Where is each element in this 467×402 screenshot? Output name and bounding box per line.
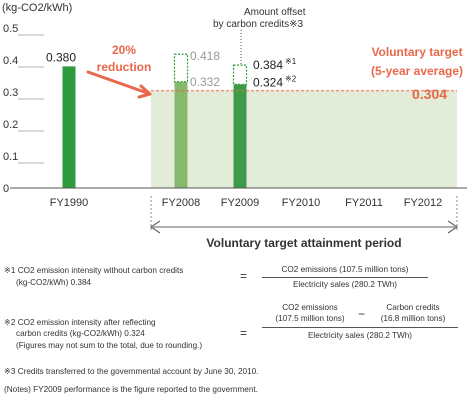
y-axis-ticks: 0 0.1 0.2 0.3 0.4 0.5 bbox=[3, 23, 44, 195]
x-label-fy2010: FY2010 bbox=[282, 197, 321, 209]
target-period-zone bbox=[151, 90, 457, 188]
note-2-fraction-bar bbox=[262, 327, 458, 328]
offset-top-mark-fy2009: ※1 bbox=[285, 57, 297, 66]
target-title-line2: (5-year average) bbox=[371, 64, 463, 78]
period-bracket bbox=[149, 196, 459, 234]
note-2-numerator-a-line1: CO2 emissions bbox=[282, 303, 338, 312]
value-mark-fy2009: ※2 bbox=[285, 74, 297, 83]
note-1-fraction-bar bbox=[262, 277, 428, 278]
offset-box-fy2009 bbox=[232, 64, 248, 85]
note-1-line2: (kg-CO2/kWh) 0.384 bbox=[16, 278, 92, 287]
y-unit-label: (kg-CO2/kWh) bbox=[2, 2, 72, 14]
offset-top-label-fy2008: 0.418 bbox=[190, 49, 220, 63]
note-2-numerator-b-line2: (16.8 million tons) bbox=[380, 314, 446, 323]
y-tick-label: 0.1 bbox=[3, 151, 18, 163]
x-label-fy2012: FY2012 bbox=[404, 197, 443, 209]
x-label-fy2008: FY2008 bbox=[162, 197, 201, 209]
bar-fy2008 bbox=[174, 81, 188, 188]
note-2-numerator-a-line2: (107.5 million tons) bbox=[275, 314, 345, 323]
reduction-label-line2: reduction bbox=[97, 60, 152, 74]
offset-top-label-fy2009: 0.384 bbox=[253, 58, 283, 72]
target-value-label: 0.304 bbox=[412, 86, 447, 102]
value-label-fy2008: 0.332 bbox=[190, 75, 220, 89]
bars-group: 0.380 0.418 0.332 0.384 ※10.324 ※2 bbox=[46, 49, 297, 188]
reduction-label-line1: 20% bbox=[112, 43, 136, 57]
note-2-line2: carbon credits (kg-CO2/kWh) 0.324 bbox=[16, 329, 145, 338]
note-1-equals: = bbox=[240, 269, 248, 283]
bar-fy1990 bbox=[62, 66, 76, 188]
note-2-line1: ※2 CO2 emission intensity after reflecti… bbox=[4, 318, 156, 327]
x-label-fy2011: FY2011 bbox=[345, 197, 383, 209]
x-axis-labels: FY1990 FY2008 FY2009 FY2010 FY2011 FY2012 bbox=[50, 197, 443, 209]
target-title-line1: Voluntary target bbox=[371, 45, 462, 59]
note-2-numerator-b-line1: Carbon credits bbox=[386, 303, 440, 312]
note-2-denominator: Electricity sales (280.2 TWh) bbox=[307, 331, 413, 340]
note-2-line3: (Figures may not sum to the total, due t… bbox=[16, 341, 203, 350]
y-tick-label: 0.2 bbox=[3, 119, 18, 131]
period-label: Voluntary target attainment period bbox=[206, 236, 401, 250]
offset-note-line1: Amount offset bbox=[244, 7, 306, 18]
y-tick-label: 0.4 bbox=[3, 55, 18, 67]
y-tick-label: 0 bbox=[3, 183, 9, 195]
x-label-fy2009: FY2009 bbox=[221, 197, 260, 209]
value-label-fy2009: 0.324 bbox=[253, 75, 283, 89]
offset-box-fy2008 bbox=[173, 53, 189, 83]
note-3: ※3 Credits transferred to the government… bbox=[4, 367, 259, 376]
note-1-denominator: Electricity sales (280.2 TWh) bbox=[292, 280, 398, 289]
offset-note-line2: by carbon credits※3 bbox=[213, 19, 304, 30]
note-2-equals: = bbox=[240, 326, 248, 340]
note-footer: (Notes) FY2009 performance is the figure… bbox=[4, 385, 258, 394]
note-2-minus: − bbox=[358, 307, 366, 321]
note-1-numerator: CO2 emissions (107.5 million tons) bbox=[281, 265, 409, 274]
y-tick-label: 0.5 bbox=[3, 23, 18, 35]
bar-fy2009 bbox=[233, 84, 247, 188]
reduction-arrow bbox=[86, 70, 152, 99]
note-1-line1: ※1 CO2 emission intensity without carbon… bbox=[4, 266, 184, 275]
x-label-fy1990: FY1990 bbox=[50, 197, 89, 209]
y-tick-label: 0.3 bbox=[3, 87, 18, 99]
value-label-fy1990: 0.380 bbox=[46, 50, 76, 64]
co2-intensity-chart: (kg-CO2/kWh) 0 0.1 0.2 0.3 0.4 0.5 0.380 0.418… bbox=[2, 2, 467, 250]
